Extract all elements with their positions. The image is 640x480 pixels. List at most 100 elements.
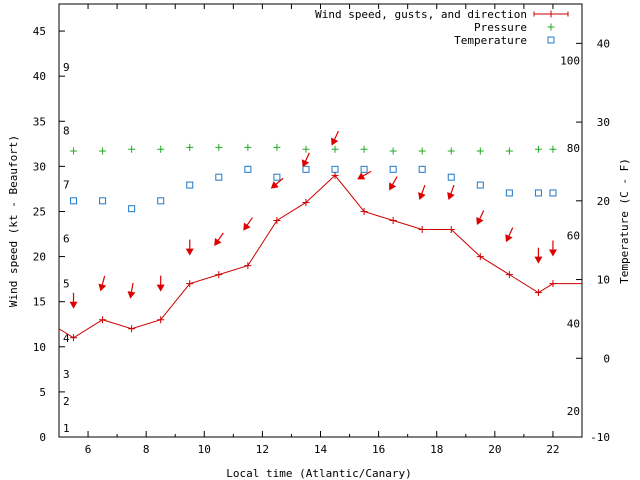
- temperature-point: [418, 165, 426, 173]
- y-tick-label: 10: [33, 341, 46, 354]
- wind-arrow-head: [69, 301, 78, 309]
- pressure-point: [549, 145, 557, 153]
- wind-arrow-head: [447, 192, 455, 201]
- fahrenheit-label: 100: [560, 55, 580, 68]
- beaufort-label: 3: [63, 368, 70, 381]
- wind-arrow-head: [127, 291, 136, 299]
- pressure-point: [360, 145, 368, 153]
- wind-arrow-head: [214, 237, 222, 246]
- temperature-series: [70, 165, 557, 213]
- wind-arrow-head: [98, 283, 107, 292]
- temperature-point: [273, 173, 281, 181]
- wind-line: [58, 174, 582, 339]
- wind-point: [447, 226, 455, 234]
- pressure-point: [447, 147, 455, 155]
- wind-point: [476, 253, 484, 261]
- wind-point: [302, 198, 310, 206]
- x-axis-label: Local time (Atlantic/Canary): [226, 467, 411, 480]
- pressure-series: [70, 143, 557, 155]
- y-tick-label: 5: [39, 386, 46, 399]
- wind-point: [128, 325, 136, 333]
- temperature-point: [534, 189, 542, 197]
- y2-tick-label: 30: [597, 116, 610, 129]
- x-tick-label: 18: [430, 443, 443, 456]
- legend-marker-wind-plus: [547, 10, 555, 18]
- wind-point: [505, 271, 513, 279]
- wind-arrow-head: [243, 222, 251, 231]
- legend-label-wind: Wind speed, gusts, and direction: [315, 8, 527, 21]
- wind-arrow-head: [330, 137, 339, 146]
- x-tick-label: 10: [198, 443, 211, 456]
- temperature-point: [360, 165, 368, 173]
- y-axis-label: Wind speed (kt - Beaufort): [7, 135, 20, 307]
- wind-direction-arrows: [69, 130, 557, 309]
- wind-arrow: [214, 232, 224, 246]
- x-tick-label: 20: [488, 443, 501, 456]
- wind-arrow-head: [476, 217, 484, 226]
- wind-arrow: [357, 170, 372, 180]
- temperature-point: [389, 165, 397, 173]
- x-tick-label: 22: [546, 443, 559, 456]
- legend: Wind speed, gusts, and direction Pressur…: [315, 8, 569, 47]
- wind-arrow-head: [389, 182, 397, 191]
- y-tick-label: 15: [33, 296, 46, 309]
- beaufort-label: 8: [63, 124, 70, 137]
- beaufort-scale: 1 2 3 4 5 6 7 8 9: [63, 61, 70, 435]
- y2-tick-label: 10: [597, 274, 610, 287]
- pressure-point: [476, 147, 484, 155]
- beaufort-label: 2: [63, 395, 70, 408]
- beaufort-label: 7: [63, 178, 70, 191]
- wind-arrow-head: [505, 234, 513, 243]
- temperature-point: [70, 197, 78, 205]
- wind-arrow: [156, 275, 165, 292]
- wind-arrow-head: [156, 284, 165, 292]
- temperature-point: [447, 173, 455, 181]
- wind-arrow-head: [418, 192, 426, 201]
- y2-tick-label: 0: [603, 352, 610, 365]
- wind-arrow-head: [548, 249, 557, 257]
- wind-arrow: [270, 177, 284, 189]
- y-tick-label: 25: [33, 205, 46, 218]
- y2-tick-label: -10: [590, 431, 610, 444]
- wind-point: [157, 316, 165, 324]
- wind-arrow: [98, 275, 107, 292]
- wind-point: [389, 217, 397, 224]
- pressure-point: [505, 147, 513, 155]
- beaufort-label: 4: [63, 332, 70, 345]
- temperature-point: [476, 181, 484, 189]
- wind-arrow-head: [534, 256, 543, 264]
- pressure-point: [99, 147, 107, 155]
- legend-marker-pressure: [547, 23, 555, 31]
- beaufort-label: 5: [63, 278, 70, 291]
- wind-point: [360, 207, 368, 215]
- temperature-point: [331, 165, 339, 173]
- temperature-point: [505, 189, 513, 197]
- fahrenheit-scale: 20 40 60 80 100: [560, 55, 580, 418]
- pressure-point: [157, 145, 165, 153]
- pressure-point: [244, 143, 252, 151]
- wind-series: [58, 171, 582, 342]
- pressure-point: [186, 143, 194, 151]
- wind-point: [273, 217, 281, 224]
- wind-point: [99, 316, 107, 324]
- wind-arrow: [534, 247, 543, 264]
- wind-point: [186, 280, 194, 288]
- y2-tick-label: 40: [597, 37, 610, 50]
- pressure-point: [273, 143, 281, 151]
- plot-frame: [58, 3, 583, 438]
- y-axis-right: -10 0 10 20 30 40: [576, 37, 610, 444]
- temperature-point: [244, 165, 252, 173]
- y-tick-label: 35: [33, 115, 46, 128]
- y-tick-label: 45: [33, 25, 46, 38]
- y2-axis-label: Temperature (C - F): [618, 158, 631, 284]
- fahrenheit-label: 20: [567, 405, 580, 418]
- legend-label-pressure: Pressure: [474, 21, 527, 34]
- wind-arrow: [447, 184, 455, 201]
- wind-arrow: [301, 152, 310, 168]
- x-tick-label: 6: [85, 443, 92, 456]
- wind-arrow-head: [185, 248, 194, 256]
- wind-arrow: [330, 130, 339, 146]
- wind-arrow-head: [357, 172, 366, 180]
- legend-marker-temperature: [547, 36, 555, 44]
